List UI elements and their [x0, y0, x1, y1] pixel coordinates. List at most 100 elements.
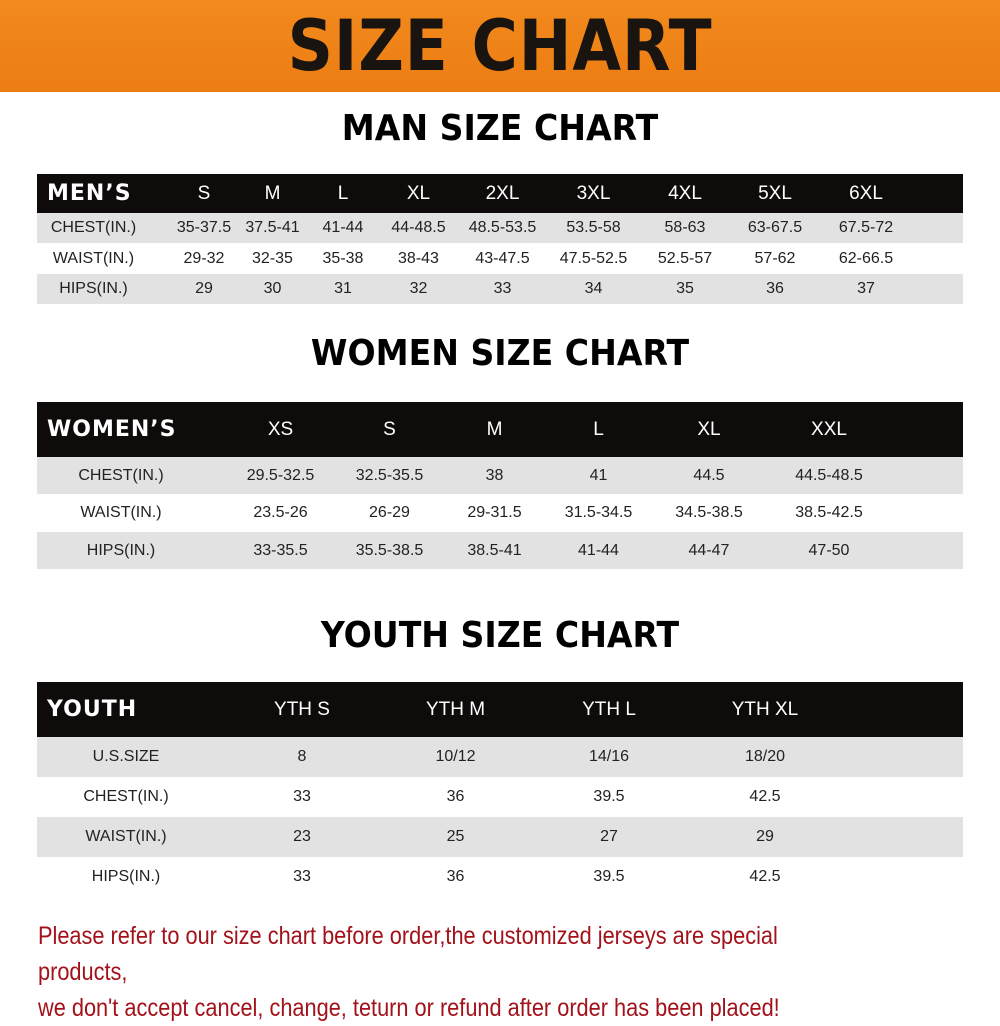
- table-row: CHEST(IN.) 29.5-32.5 32.5-35.5 38 41 44.5 44.5…: [37, 457, 963, 494]
- measurement-cell: 33-35.5: [253, 541, 308, 559]
- size-header-cell: S: [383, 418, 396, 440]
- measurement-cell: 29: [195, 280, 213, 297]
- measurement-cell: 29.5-32.5: [246, 466, 315, 484]
- measurement-cell: 53.5-58: [566, 219, 621, 236]
- table-row: WAIST(IN.) 29-32 32-35 35-38 38-43 43-47.5 47.…: [37, 243, 963, 274]
- measurement-cell: 23.5-26: [253, 504, 308, 521]
- measurement-cell: 63-67.5: [747, 219, 803, 236]
- row-label: U.S.SIZE: [92, 748, 160, 765]
- table-row: WAIST(IN.) 23 25 27 29: [37, 817, 963, 857]
- youth-size-table: YOUTH YTH S YTH M YTH L YTH XL U.S.SIZE 8 10/12…: [37, 682, 963, 897]
- measurement-cell: 39.5: [593, 868, 625, 885]
- measurement-cell: 44-47: [688, 541, 730, 559]
- measurement-cell: 47-50: [808, 541, 850, 559]
- notice-line: we don't accept cancel, change, teturn o…: [38, 994, 780, 1022]
- measurement-cell: 35: [676, 280, 694, 297]
- measurement-cell: 31.5-34.5: [564, 504, 633, 521]
- measurement-cell: 34.5-38.5: [675, 504, 743, 521]
- measurement-cell: 32-35: [252, 249, 293, 267]
- measurement-cell: 25: [446, 828, 465, 845]
- measurement-cell: 23: [293, 828, 311, 845]
- measurement-cell: 38-43: [398, 249, 439, 267]
- row-label: CHEST(IN.): [83, 788, 169, 805]
- measurement-cell: 35-37.5: [176, 219, 232, 236]
- size-header-cell: XL: [697, 418, 721, 440]
- table-header-row: YOUTH YTH S YTH M YTH L YTH XL: [37, 682, 963, 737]
- table-header-row: WOMEN’S XS S M L XL XXL: [37, 402, 963, 457]
- size-header-cell: YTH L: [582, 698, 636, 720]
- measurement-cell: 18/20: [744, 748, 786, 765]
- measurement-cell: 57-62: [754, 249, 796, 267]
- measurement-cell: 33: [293, 788, 311, 805]
- measurement-cell: 58-63: [664, 219, 706, 236]
- measurement-cell: 33: [493, 280, 512, 297]
- table-row: WAIST(IN.) 23.5-26 26-29 29-31.5 31.5-34.5 34…: [37, 494, 963, 532]
- size-header-cell: S: [197, 182, 211, 204]
- measurement-cell: 27: [600, 828, 618, 845]
- measurement-cell: 10/12: [435, 748, 476, 765]
- measurement-cell: 41: [589, 466, 608, 484]
- measurement-cell: 36: [766, 280, 784, 297]
- measurement-cell: 43-47.5: [475, 249, 530, 267]
- measurement-cell: 37: [857, 280, 875, 297]
- table-row: HIPS(IN.) 33-35.5 35.5-38.5 38.5-41 41-44 44-…: [37, 532, 963, 569]
- measurement-cell: 29-31.5: [467, 504, 522, 521]
- row-label: CHEST(IN.): [50, 219, 137, 236]
- size-header-cell: XS: [267, 418, 294, 440]
- table-row: CHEST(IN.) 33 36 39.5 42.5: [37, 777, 963, 817]
- measurement-cell: 44.5: [693, 466, 725, 484]
- measurement-cell: 38: [485, 466, 504, 484]
- measurement-cell: 8: [297, 748, 307, 765]
- measurement-cell: 44-48.5: [391, 219, 446, 236]
- measurement-cell: 48.5-53.5: [468, 219, 537, 236]
- measurement-cell: 62-66.5: [838, 249, 894, 267]
- size-header-cell: 5XL: [758, 182, 792, 204]
- measurement-cell: 38.5-42.5: [795, 504, 863, 521]
- row-label: WAIST(IN.): [80, 504, 162, 521]
- size-header-cell: L: [337, 182, 349, 204]
- measurement-cell: 31: [334, 280, 352, 297]
- notice-line: Please refer to our size chart before or…: [38, 922, 778, 986]
- size-header-cell: M: [264, 182, 281, 204]
- size-header-cell: 3XL: [576, 182, 611, 204]
- measurement-cell: 47.5-52.5: [559, 249, 628, 267]
- row-label: CHEST(IN.): [78, 466, 164, 484]
- measurement-cell: 39.5: [593, 788, 625, 805]
- table-title-cell: YOUTH: [47, 697, 138, 722]
- men-section-title: MAN SIZE CHART: [341, 108, 659, 149]
- measurement-cell: 37.5-41: [245, 219, 300, 236]
- table-title-cell: MEN’S: [47, 181, 132, 206]
- row-label: WAIST(IN.): [52, 249, 135, 267]
- size-header-cell: XL: [406, 182, 431, 204]
- row-label: HIPS(IN.): [59, 280, 128, 297]
- measurement-cell: 32: [409, 280, 428, 297]
- size-header-cell: 4XL: [668, 182, 702, 204]
- table-row: HIPS(IN.) 33 36 39.5 42.5: [37, 857, 963, 897]
- row-label: HIPS(IN.): [86, 541, 156, 559]
- measurement-cell: 42.5: [749, 868, 781, 885]
- measurement-cell: 36: [446, 788, 465, 805]
- measurement-cell: 29: [756, 828, 774, 845]
- men-size-table: MEN’S S M L XL 2XL 3XL 4XL 5XL 6XL CHEST(IN.) 35-37…: [37, 174, 963, 304]
- size-header-cell: 2XL: [485, 182, 520, 204]
- table-header-row: MEN’S S M L XL 2XL 3XL 4XL 5XL 6XL: [37, 174, 963, 213]
- size-header-cell: YTH M: [425, 698, 486, 720]
- women-section-title: WOMEN SIZE CHART: [310, 333, 690, 374]
- size-header-cell: 6XL: [849, 182, 883, 204]
- page-title: SIZE CHART: [287, 5, 713, 87]
- measurement-cell: 35-38: [322, 249, 364, 267]
- measurement-cell: 67.5-72: [838, 219, 894, 236]
- row-label: HIPS(IN.): [91, 868, 161, 885]
- measurement-cell: 34: [584, 280, 603, 297]
- measurement-cell: 35.5-38.5: [355, 541, 424, 559]
- measurement-cell: 30: [263, 280, 282, 297]
- size-header-cell: YTH S: [274, 698, 330, 720]
- measurement-cell: 44.5-48.5: [795, 466, 863, 484]
- measurement-cell: 38.5-41: [467, 541, 522, 559]
- size-header-cell: YTH XL: [731, 698, 799, 720]
- measurement-cell: 26-29: [369, 504, 410, 521]
- table-title-cell: WOMEN’S: [47, 417, 177, 442]
- measurement-cell: 52.5-57: [657, 249, 713, 267]
- order-notice: Please refer to our size chart before or…: [38, 918, 856, 1026]
- table-row: HIPS(IN.) 29 30 31 32 33 34 35 36 37: [37, 274, 963, 304]
